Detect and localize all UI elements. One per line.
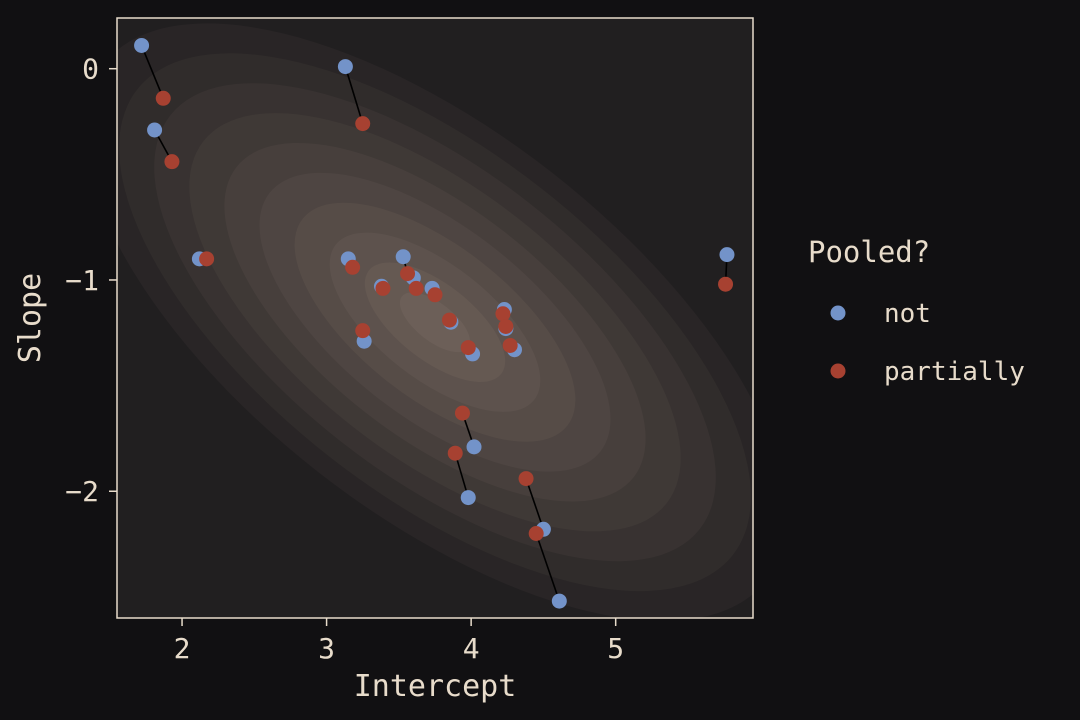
legend-label-partially: partially <box>884 357 1025 387</box>
point-partially <box>441 312 457 328</box>
y-axis-title: Slope <box>13 273 48 363</box>
point-not <box>134 37 150 53</box>
y-tick-label: −1 <box>65 264 99 297</box>
point-partially <box>164 154 180 170</box>
y-axis: 0 −1 −2 <box>65 53 117 508</box>
x-tick-label: 5 <box>607 632 624 665</box>
y-tick-label: −2 <box>65 475 99 508</box>
data-points <box>134 37 735 609</box>
point-partially <box>199 251 215 267</box>
legend-marker-partially <box>830 363 846 379</box>
shrinkage-segment <box>525 478 545 530</box>
shrinkage-segment <box>140 45 164 99</box>
x-tick-label: 4 <box>463 632 480 665</box>
point-not <box>719 247 735 263</box>
point-not <box>395 249 411 265</box>
shrinkage-segment <box>344 66 364 124</box>
point-partially <box>528 525 544 541</box>
point-partially <box>355 116 371 132</box>
x-tick-label: 2 <box>174 632 191 665</box>
density-level-10 <box>399 292 471 353</box>
point-partially <box>447 445 463 461</box>
point-partially <box>498 318 514 334</box>
point-not <box>466 439 482 455</box>
shrinkage-segment <box>535 533 561 602</box>
density-contours <box>119 53 751 592</box>
point-partially <box>718 276 734 292</box>
legend: Pooled? not partially <box>808 235 1025 387</box>
point-not <box>337 59 353 75</box>
shrinkage-segment <box>454 452 470 498</box>
point-not <box>147 122 163 138</box>
point-partially <box>345 259 361 275</box>
plot-border <box>116 17 754 619</box>
point-partially <box>375 280 391 296</box>
point-partially <box>408 280 424 296</box>
point-not <box>551 593 567 609</box>
point-partially <box>454 405 470 421</box>
point-partially <box>495 306 511 322</box>
x-tick-label: 3 <box>318 632 335 665</box>
x-axis: 2 3 4 5 <box>174 618 624 665</box>
legend-label-not: not <box>884 299 931 329</box>
point-not <box>460 490 476 506</box>
point-partially <box>155 90 171 106</box>
point-partially <box>355 323 371 339</box>
point-partially <box>427 287 443 303</box>
legend-title: Pooled? <box>808 235 930 269</box>
legend-marker-not <box>830 305 846 321</box>
point-partially <box>502 337 518 353</box>
point-partially <box>518 471 534 487</box>
point-partially <box>400 266 416 282</box>
point-partially <box>460 340 476 356</box>
x-axis-title: Intercept <box>354 669 517 704</box>
y-tick-label: 0 <box>82 53 99 86</box>
